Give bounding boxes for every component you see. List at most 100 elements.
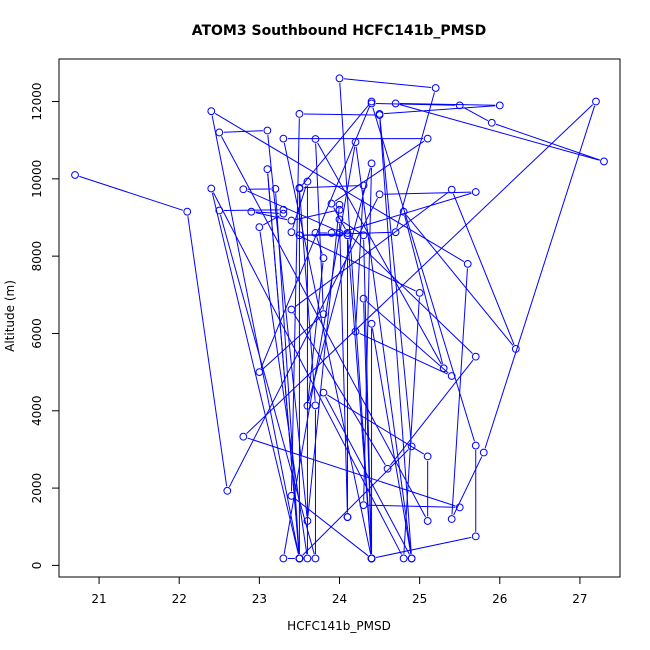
data-point [455, 101, 464, 110]
series-segment [325, 396, 410, 555]
data-point [471, 441, 480, 450]
series-segment [452, 193, 515, 345]
data-point [479, 448, 488, 457]
series-segment [339, 82, 372, 554]
data-point [511, 345, 520, 353]
data-point [471, 188, 480, 196]
y-tick-label: 6000 [30, 318, 44, 349]
data-point [335, 205, 344, 214]
data-point [415, 288, 424, 297]
data-point [423, 517, 432, 525]
series-segment [368, 504, 456, 508]
series-segment [255, 212, 288, 221]
data-point [327, 229, 336, 237]
data-point [600, 157, 608, 166]
series-segment [228, 198, 378, 488]
data-point [295, 109, 304, 118]
data-point [223, 486, 232, 495]
series-segment [343, 78, 432, 89]
series-segment [283, 142, 372, 555]
series-segment [376, 103, 456, 106]
series-segment [366, 301, 449, 374]
series-segment [187, 216, 228, 487]
series-segment [246, 104, 594, 434]
data-point [279, 134, 288, 143]
data-point [183, 207, 192, 216]
series-segment [372, 107, 475, 442]
y-tick-label: 10000 [30, 160, 44, 198]
data-point [279, 209, 288, 218]
series-segment [334, 140, 425, 202]
data-point [303, 517, 312, 525]
x-tick-label: 23 [252, 592, 267, 606]
x-tick-label: 26 [492, 592, 507, 606]
series-segment [299, 192, 316, 401]
data-point [431, 84, 440, 92]
data-point [239, 185, 248, 194]
data-point [351, 138, 360, 147]
y-tick-label: 2000 [30, 473, 44, 504]
data-point [423, 452, 432, 461]
data-point [367, 97, 376, 106]
data-point [359, 231, 368, 240]
data-point [455, 503, 464, 512]
data-point [303, 177, 312, 186]
data-series [71, 74, 608, 563]
series-segment [363, 167, 372, 501]
data-point [239, 432, 248, 441]
series-segment [384, 105, 496, 115]
data-point [311, 135, 320, 143]
series-segment [303, 185, 360, 189]
x-axis-label: HCFC141b_PMSD [287, 619, 391, 633]
data-point [343, 513, 352, 521]
series-segment [463, 107, 489, 122]
data-point [471, 352, 480, 361]
series-segment [301, 104, 370, 186]
x-tick-label: 22 [172, 592, 187, 606]
data-point [359, 294, 368, 303]
series-segment [267, 173, 300, 555]
data-point [303, 554, 312, 563]
data-point [279, 205, 288, 214]
data-point [391, 228, 400, 237]
x-axis: 21 22 23 24 25 26 27 [91, 576, 588, 606]
data-point [295, 231, 304, 240]
data-point [407, 554, 416, 563]
series-segment [247, 190, 344, 234]
data-point [287, 228, 296, 237]
series-segment [267, 134, 308, 517]
data-point [343, 231, 352, 240]
data-point [327, 199, 336, 208]
data-point [447, 515, 456, 523]
data-point [71, 171, 79, 179]
series-segment [484, 105, 596, 449]
x-tick-label: 24 [332, 592, 347, 606]
data-point [335, 200, 344, 209]
data-point [399, 554, 408, 563]
series-segment [223, 209, 279, 211]
series-segment [275, 193, 300, 554]
data-point [207, 107, 216, 116]
series-segment [453, 456, 483, 516]
data-point [319, 388, 328, 397]
data-point [287, 216, 296, 225]
data-point [423, 134, 432, 143]
x-tick-label: 27 [572, 592, 587, 606]
y-tick-label: 12000 [30, 82, 44, 120]
series-segment [223, 130, 263, 133]
series-segment [347, 239, 372, 554]
series-segment [343, 192, 472, 233]
series-segment [79, 175, 184, 211]
data-point [335, 74, 344, 83]
data-point [592, 97, 600, 106]
data-point [367, 554, 376, 563]
data-point [311, 554, 320, 563]
data-point [359, 181, 368, 190]
data-point [295, 554, 304, 563]
series-segment [214, 113, 465, 263]
data-point [287, 305, 296, 314]
series-segment [303, 113, 376, 116]
data-point [367, 319, 376, 328]
data-point [255, 223, 264, 232]
series-segment [396, 92, 435, 228]
